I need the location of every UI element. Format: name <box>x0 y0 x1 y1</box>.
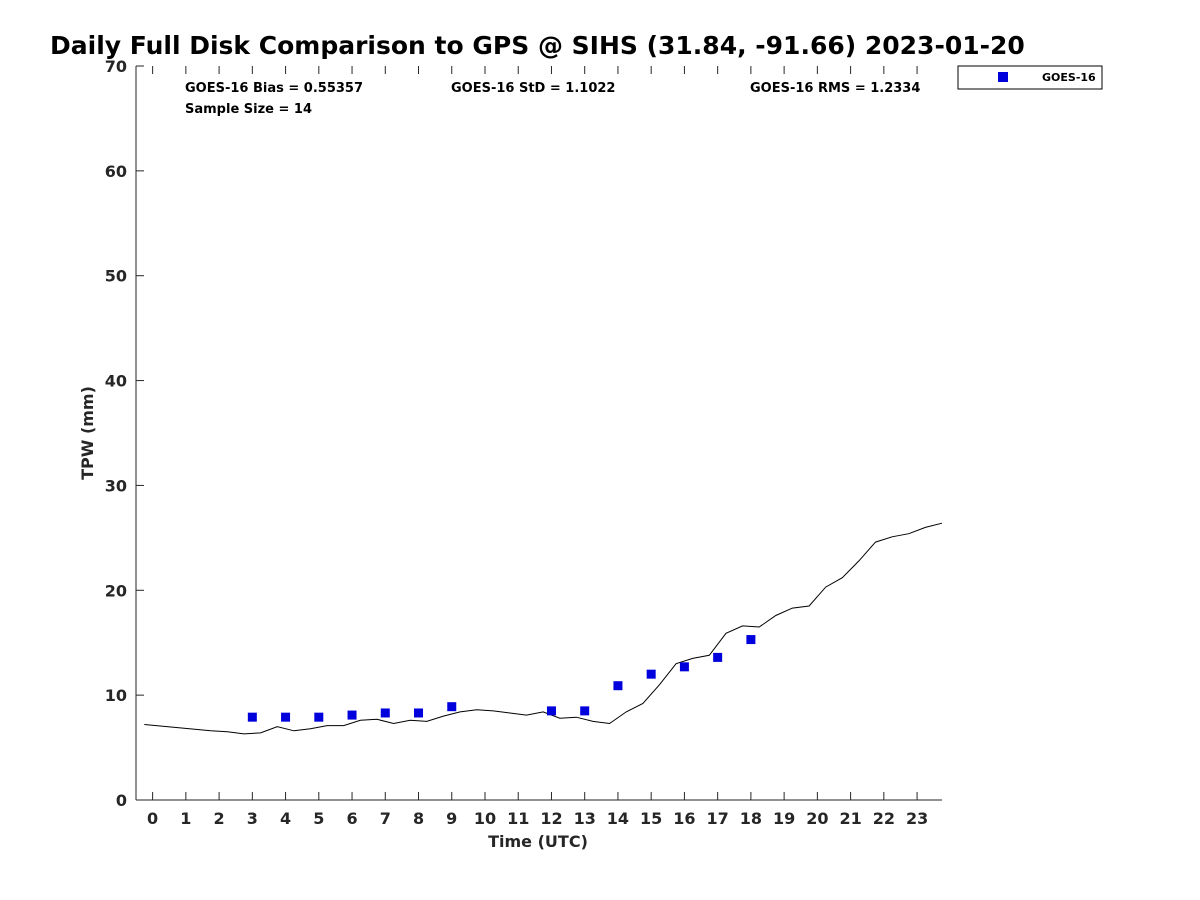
goes16-point <box>713 652 723 662</box>
goes16-marker-series <box>247 635 756 722</box>
sample-size-stat: Sample Size = 14 <box>185 102 312 117</box>
x-tick-label: 8 <box>413 809 424 828</box>
x-tick-label: 11 <box>507 809 529 828</box>
std-stat: GOES-16 StD = 1.1022 <box>451 81 615 96</box>
x-tick-label: 20 <box>806 809 828 828</box>
x-tick-label: 22 <box>873 809 895 828</box>
gps-tpw-line <box>144 522 943 735</box>
goes16-point <box>746 635 756 645</box>
x-tick-label: 2 <box>214 809 225 828</box>
y-axis-label: TPW (mm) <box>78 386 97 480</box>
y-tick-label: 50 <box>105 267 127 286</box>
y-tick-label: 10 <box>105 686 127 705</box>
goes16-point <box>380 708 390 718</box>
x-tick-label: 21 <box>839 809 861 828</box>
x-tick-label: 9 <box>446 809 457 828</box>
y-tick-label: 60 <box>105 162 127 181</box>
legend: GOES-16 <box>957 65 1103 90</box>
goes16-point <box>447 702 457 712</box>
chart-title: Daily Full Disk Comparison to GPS @ SIHS… <box>50 31 1025 60</box>
goes16-point <box>613 681 623 691</box>
legend-box <box>957 65 1103 90</box>
goes16-point <box>546 706 556 716</box>
x-tick-label: 10 <box>474 809 496 828</box>
rms-stat: GOES-16 RMS = 1.2334 <box>750 81 920 96</box>
goes16-point <box>646 669 656 679</box>
goes16-point <box>281 712 291 722</box>
x-tick-label: 13 <box>574 809 596 828</box>
y-tick-label: 30 <box>105 476 127 495</box>
x-tick-label: 17 <box>707 809 729 828</box>
y-tick-label: 70 <box>105 57 127 76</box>
legend-marker <box>998 72 1008 82</box>
goes16-point <box>414 708 424 718</box>
x-tick-label: 23 <box>906 809 928 828</box>
x-tick-label: 5 <box>313 809 324 828</box>
goes16-point <box>679 662 689 672</box>
x-tick-label: 14 <box>607 809 629 828</box>
x-tick-label: 12 <box>540 809 562 828</box>
x-tick-label: 19 <box>773 809 795 828</box>
goes16-point <box>247 712 257 722</box>
x-tick-label: 3 <box>247 809 258 828</box>
x-tick-label: 15 <box>640 809 662 828</box>
y-tick-label: 20 <box>105 581 127 600</box>
goes16-point <box>314 712 324 722</box>
legend-label: GOES-16 <box>1042 71 1096 84</box>
x-tick-label: 1 <box>180 809 191 828</box>
x-tick-label: 18 <box>740 809 762 828</box>
x-tick-label: 16 <box>673 809 695 828</box>
x-tick-label: 6 <box>346 809 357 828</box>
x-tick-label: 0 <box>147 809 158 828</box>
gps-line-series <box>144 522 943 735</box>
x-axis-label: Time (UTC) <box>488 832 588 851</box>
goes16-point <box>347 710 357 720</box>
y-tick-label: 0 <box>116 791 127 810</box>
y-tick-label: 40 <box>105 372 127 391</box>
x-tick-label: 4 <box>280 809 291 828</box>
goes16-point <box>580 706 590 716</box>
x-tick-group: 0 1 2 3 4 5 6 7 8 9 10 11 12 13 14 15 16 17 18 19 20 21 22 23 <box>147 66 928 828</box>
x-tick-label: 7 <box>380 809 391 828</box>
axes <box>135 66 942 801</box>
y-tick-group: 0 10 20 30 40 50 60 70 <box>105 57 144 810</box>
bias-stat: GOES-16 Bias = 0.55357 <box>185 81 363 96</box>
